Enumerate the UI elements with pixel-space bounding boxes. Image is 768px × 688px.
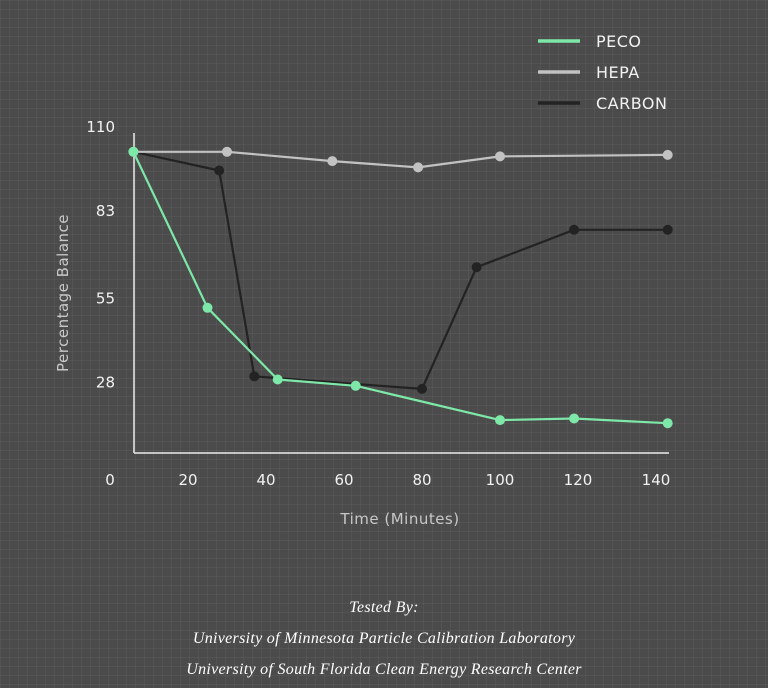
y-tick-label: 28 bbox=[96, 374, 115, 392]
line-chart: 0 20 40 60 80 100 120 140 28 55 83 110 Time (Minut… bbox=[54, 32, 673, 528]
x-tick-label: 20 bbox=[178, 471, 197, 489]
data-point-carbon bbox=[662, 224, 673, 235]
data-point-hepa bbox=[413, 162, 424, 173]
data-point-carbon bbox=[569, 224, 580, 235]
x-tick-label: 140 bbox=[642, 471, 671, 489]
legend-label-carbon: CARBON bbox=[596, 94, 668, 113]
data-point-peco bbox=[128, 146, 139, 157]
data-point-peco bbox=[495, 415, 505, 426]
data-point-peco bbox=[569, 413, 580, 424]
y-tick-label: 83 bbox=[96, 202, 115, 220]
credits-line-2: University of South Florida Clean Energy… bbox=[186, 661, 582, 678]
data-point-carbon bbox=[417, 383, 427, 394]
legend-item-carbon: CARBON bbox=[538, 94, 668, 113]
x-tick-label: 100 bbox=[486, 471, 515, 489]
legend-item-hepa: HEPA bbox=[538, 63, 640, 82]
x-tick-label: 40 bbox=[256, 471, 275, 489]
data-point-peco bbox=[272, 374, 283, 385]
series-carbon bbox=[128, 146, 673, 394]
credits-line-1: University of Minnesota Particle Calibra… bbox=[192, 630, 576, 647]
series-line-peco bbox=[132, 151, 668, 425]
data-point-peco bbox=[202, 302, 213, 313]
x-tick-label: 60 bbox=[334, 471, 353, 489]
x-tick-label: 120 bbox=[564, 471, 593, 489]
data-point-peco bbox=[350, 380, 361, 391]
chart-axes bbox=[133, 133, 669, 454]
y-tick-label: 55 bbox=[96, 289, 115, 307]
series-layer bbox=[128, 146, 673, 429]
credits-heading: Tested By: bbox=[349, 599, 419, 616]
data-point-hepa bbox=[327, 156, 338, 167]
series-peco bbox=[128, 146, 673, 429]
x-tick-label: 0 bbox=[105, 471, 115, 489]
legend: PECO HEPA CARBON bbox=[538, 32, 668, 113]
x-tick-label: 80 bbox=[412, 471, 431, 489]
series-line-hepa bbox=[133, 150, 668, 169]
credits: Tested By: University of Minnesota Parti… bbox=[0, 592, 768, 685]
legend-label-hepa: HEPA bbox=[596, 63, 640, 82]
series-line-carbon bbox=[133, 150, 668, 390]
legend-item-peco: PECO bbox=[538, 32, 642, 51]
y-tick-label: 110 bbox=[86, 118, 115, 136]
data-point-hepa bbox=[222, 146, 232, 157]
y-axis-title: Percentage Balance bbox=[54, 214, 72, 372]
data-point-carbon bbox=[249, 371, 260, 382]
legend-label-peco: PECO bbox=[596, 32, 642, 51]
data-point-carbon bbox=[214, 165, 225, 176]
data-point-hepa bbox=[495, 151, 505, 162]
data-point-peco bbox=[662, 418, 673, 429]
y-tick-labels: 28 55 83 110 bbox=[86, 118, 115, 392]
data-point-carbon bbox=[471, 262, 482, 273]
x-tick-labels: 0 20 40 60 80 100 120 140 bbox=[105, 471, 670, 489]
x-axis-title: Time (Minutes) bbox=[339, 510, 459, 528]
data-point-hepa bbox=[662, 149, 673, 160]
